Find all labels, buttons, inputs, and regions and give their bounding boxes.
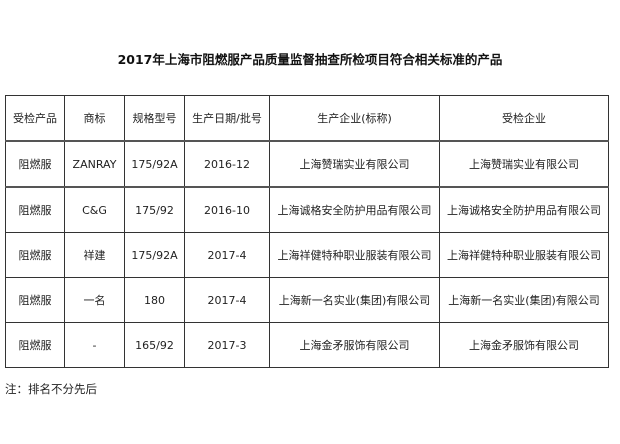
- table-cell: 阻燃服: [5, 322, 65, 368]
- column-header: 受检企业: [439, 95, 609, 142]
- table-cell: 阻燃服: [5, 140, 65, 188]
- table-cell: 2016-10: [184, 186, 270, 233]
- footnote: 注：排名不分先后: [5, 382, 97, 396]
- table-cell: 上海赞瑞实业有限公司: [269, 140, 440, 188]
- products-table: 受检产品 商标 规格型号 生产日期/批号 生产企业(标称) 受检企业 阻燃服 ZANRAY 17…: [5, 95, 609, 368]
- table-cell: 上海新一名实业(集团)有限公司: [439, 277, 609, 323]
- table-cell: 上海诚格安全防护用品有限公司: [269, 186, 440, 233]
- table-cell: 上海诚格安全防护用品有限公司: [439, 186, 609, 233]
- table-cell: 2017-3: [184, 322, 270, 368]
- table-cell: 上海金矛服饰有限公司: [269, 322, 440, 368]
- table-cell: 一名: [64, 277, 125, 323]
- table-row: 阻燃服 一名 180 2017-4 上海新一名实业(集团)有限公司 上海新一名实业(集团)…: [5, 277, 609, 323]
- table-row: 阻燃服 ZANRAY 175/92A 2016-12 上海赞瑞实业有限公司 上海赞瑞实业有…: [5, 140, 609, 188]
- table-cell: C&G: [64, 186, 125, 233]
- table-cell: ZANRAY: [64, 140, 125, 188]
- table-cell: 上海新一名实业(集团)有限公司: [269, 277, 440, 323]
- column-header: 受检产品: [5, 95, 65, 142]
- table-cell: 上海祥健特种职业服装有限公司: [269, 232, 440, 278]
- page-title: 2017年上海市阻燃服产品质量监督抽查所检项目符合相关标准的产品: [117, 52, 503, 67]
- table-row: 阻燃服 C&G 175/92 2016-10 上海诚格安全防护用品有限公司 上海诚格安全防…: [5, 186, 609, 233]
- column-header: 商标: [64, 95, 125, 142]
- column-header: 生产日期/批号: [184, 95, 270, 142]
- table-cell: 祥建: [64, 232, 125, 278]
- table-cell: 180: [124, 277, 185, 323]
- table-row: 阻燃服 祥建 175/92A 2017-4 上海祥健特种职业服装有限公司 上海祥健特种职业…: [5, 232, 609, 278]
- table-cell: 2016-12: [184, 140, 270, 188]
- table-cell: 阻燃服: [5, 232, 65, 278]
- table-cell: 175/92: [124, 186, 185, 233]
- table-cell: 175/92A: [124, 232, 185, 278]
- table-header-row: 受检产品 商标 规格型号 生产日期/批号 生产企业(标称) 受检企业: [5, 95, 609, 142]
- table-cell: 2017-4: [184, 277, 270, 323]
- table-cell: 阻燃服: [5, 277, 65, 323]
- table-cell: 上海赞瑞实业有限公司: [439, 140, 609, 188]
- table-cell: 上海金矛服饰有限公司: [439, 322, 609, 368]
- column-header: 规格型号: [124, 95, 185, 142]
- column-header: 生产企业(标称): [269, 95, 440, 142]
- table-cell: 上海祥健特种职业服装有限公司: [439, 232, 609, 278]
- table-cell: 2017-4: [184, 232, 270, 278]
- table-cell: -: [64, 322, 125, 368]
- table-row: 阻燃服 -165/92 2017-3 上海金矛服饰有限公司 上海金矛服饰有限公司: [5, 322, 609, 368]
- table-cell: 165/92: [124, 322, 185, 368]
- table-cell: 阻燃服: [5, 186, 65, 233]
- table-cell: 175/92A: [124, 140, 185, 188]
